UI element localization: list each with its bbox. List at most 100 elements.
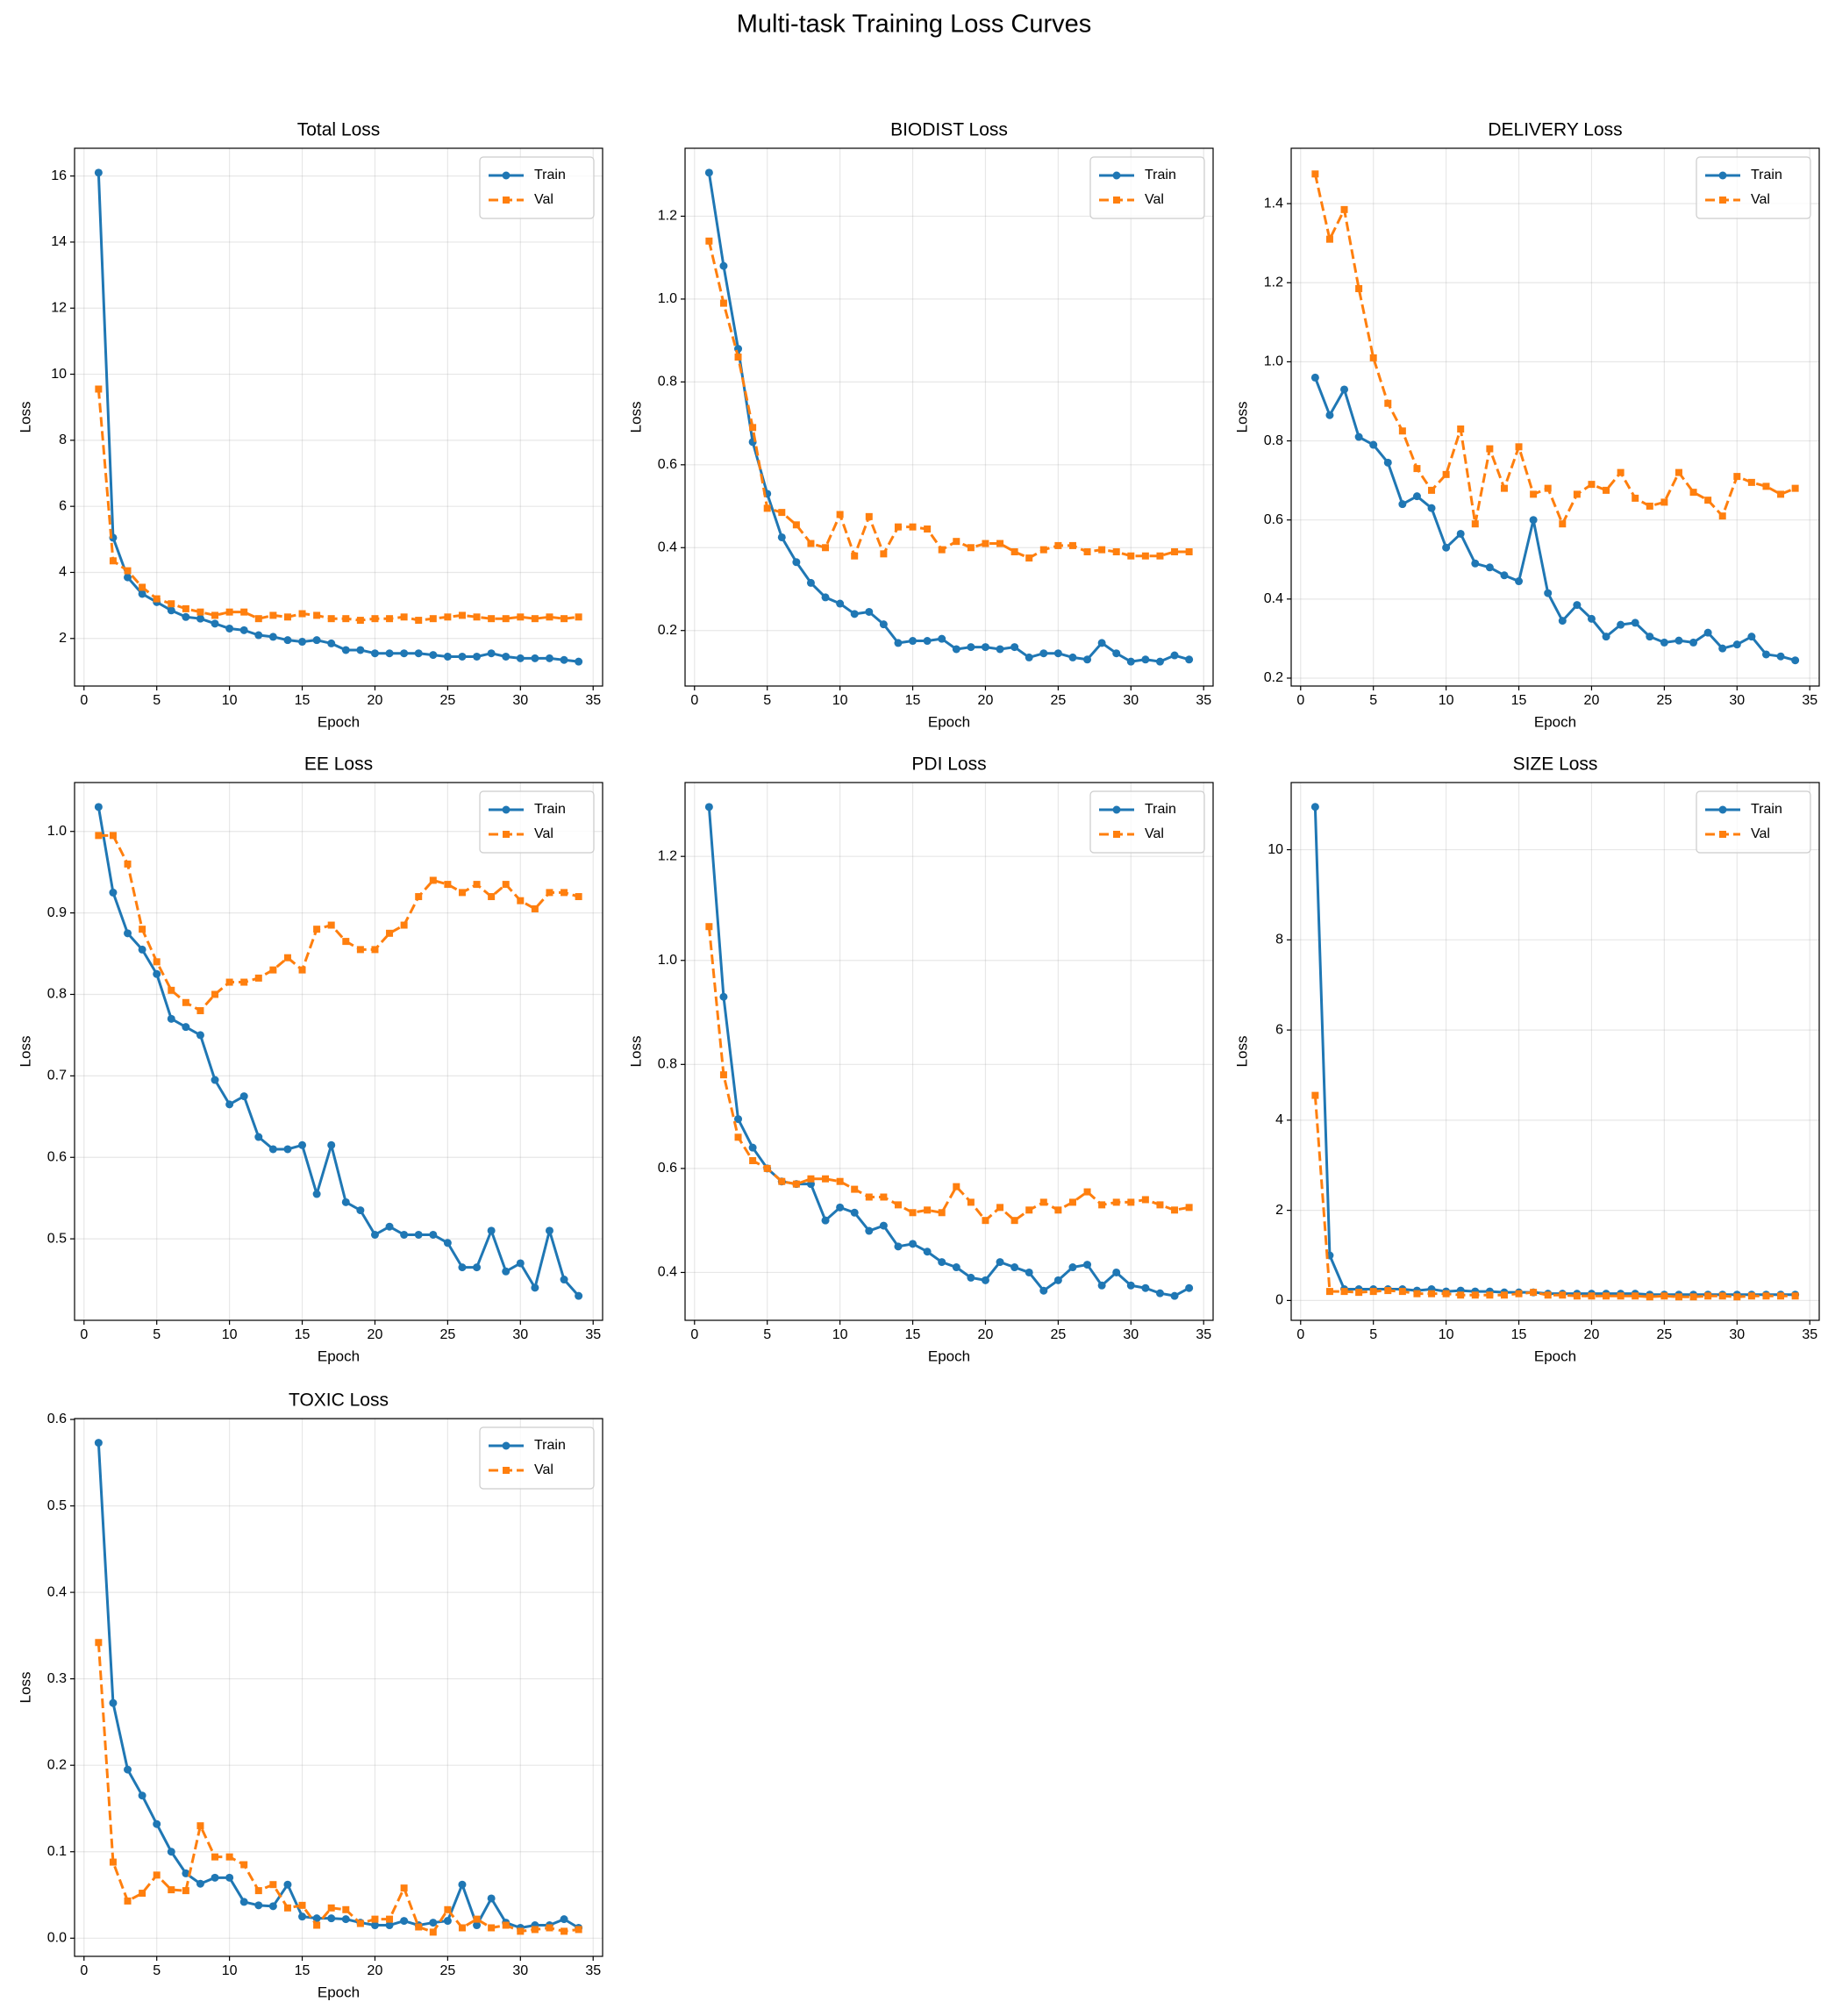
marker (545, 1226, 553, 1235)
legend-label: Train (1145, 168, 1176, 182)
marker (531, 654, 539, 662)
marker (1010, 1263, 1019, 1272)
figure-title: Multi-task Training Loss Curves (737, 11, 1092, 39)
marker (139, 583, 146, 591)
marker (1355, 285, 1363, 293)
marker (371, 946, 379, 954)
x-tick-label: 35 (1196, 1327, 1211, 1342)
marker (836, 1177, 844, 1185)
marker (1530, 1289, 1538, 1297)
marker (560, 655, 568, 664)
marker (1428, 1290, 1436, 1298)
marker (996, 645, 1004, 654)
marker (415, 1923, 423, 1931)
marker (561, 1927, 568, 1935)
marker (1369, 1288, 1377, 1296)
marker (458, 1263, 467, 1272)
legend: Train Val (1696, 156, 1811, 219)
marker (254, 1887, 262, 1895)
marker (953, 538, 960, 546)
legend-label: Train (534, 168, 566, 182)
marker (1083, 1261, 1092, 1269)
marker (822, 1175, 830, 1183)
y-tick-label: 0.4 (658, 540, 677, 554)
marker (763, 1164, 771, 1172)
axes-title: Total Loss (297, 120, 381, 140)
marker (312, 1914, 321, 1923)
axes-title: BIODIST Loss (890, 120, 1008, 140)
marker (1456, 529, 1465, 538)
legend-marker (503, 831, 510, 838)
marker (1674, 1293, 1682, 1301)
y-tick-label: 0.3 (47, 1671, 67, 1686)
marker (1155, 657, 1164, 666)
marker (342, 615, 350, 623)
marker (1141, 1196, 1149, 1204)
marker (938, 1209, 946, 1217)
marker (139, 1890, 146, 1898)
marker (94, 1439, 103, 1448)
marker (444, 881, 452, 889)
marker (1325, 411, 1334, 419)
marker (298, 1912, 307, 1921)
marker (1777, 1292, 1785, 1300)
marker (546, 613, 553, 621)
marker (415, 617, 423, 625)
marker (109, 1858, 117, 1866)
marker (268, 633, 277, 641)
marker (371, 1915, 379, 1923)
marker (1054, 1206, 1062, 1214)
marker (952, 1263, 960, 1272)
marker (109, 557, 117, 565)
y-tick-label: 1.2 (658, 848, 677, 863)
marker (575, 1926, 582, 1934)
marker (1646, 633, 1654, 641)
subplot: 0 5 10 15 20 25 30 35 0 2 4 6 8 10 SIZE Loss Epoch Loss T… (1233, 754, 1820, 1364)
axes-frame (74, 1418, 603, 1957)
marker (923, 1247, 932, 1256)
marker (167, 606, 175, 615)
marker (705, 923, 713, 931)
marker (458, 1880, 467, 1889)
marker (1311, 170, 1319, 178)
x-tick-label: 15 (295, 1963, 311, 1978)
marker (778, 1177, 786, 1185)
marker (836, 599, 845, 608)
marker (850, 610, 859, 618)
marker (865, 512, 873, 520)
marker (502, 652, 511, 661)
x-tick-label: 30 (1729, 1327, 1745, 1342)
marker (822, 544, 830, 552)
marker (1427, 504, 1436, 512)
marker (1442, 1290, 1450, 1298)
marker (488, 1924, 496, 1932)
x-axis-label: Epoch (1534, 1348, 1576, 1364)
marker (704, 803, 713, 811)
marker (443, 652, 452, 661)
marker (531, 1926, 539, 1934)
legend-marker (1718, 805, 1727, 814)
legend-box (1696, 790, 1811, 854)
x-tick-label: 5 (1369, 1327, 1377, 1342)
legend-box (479, 790, 595, 854)
x-tick-label: 5 (153, 1963, 161, 1978)
marker (1500, 484, 1508, 492)
marker (254, 615, 262, 623)
legend-label: Val (1751, 192, 1770, 207)
marker (1632, 494, 1639, 502)
marker (821, 593, 830, 602)
marker (124, 1897, 132, 1905)
x-tick-label: 0 (80, 693, 88, 708)
marker (1733, 1293, 1741, 1301)
y-tick-label: 1.0 (658, 953, 677, 968)
marker (1646, 1293, 1653, 1301)
marker (153, 969, 161, 978)
marker (182, 1869, 190, 1877)
x-tick-label: 0 (690, 693, 698, 708)
marker (283, 1880, 292, 1889)
marker (792, 1180, 800, 1188)
marker (443, 1239, 452, 1247)
marker (1039, 546, 1047, 554)
marker (473, 1921, 482, 1930)
marker (211, 619, 219, 628)
